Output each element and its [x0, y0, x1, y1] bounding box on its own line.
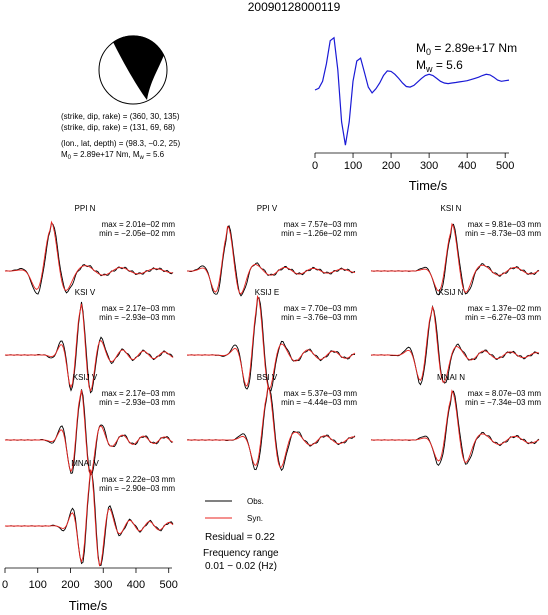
trace-min-label: min = −4.44e−03 mm: [281, 398, 357, 407]
trace-max-label: max = 2.01e−02 mm: [102, 220, 176, 229]
trace-max-label: max = 8.07e−03 mm: [468, 389, 542, 398]
bottom-x-tick-label: 300: [94, 579, 112, 591]
trace-min-label: min = −3.76e−03 mm: [281, 313, 357, 322]
station-label: BSI V: [257, 373, 278, 382]
station-label: KSI V: [75, 288, 96, 297]
trace-max-label: max = 7.57e−03 mm: [284, 220, 358, 229]
bottom-x-tick-label: 0: [2, 579, 8, 591]
legend: Obs. Syn. Residual = 0.22 Frequency rang…: [203, 497, 279, 572]
trace-min-label: min = −7.34e−03 mm: [465, 398, 541, 407]
synthetic-trace: [5, 303, 174, 393]
synthetic-trace: [371, 306, 540, 383]
event-location: (lon., lat, depth) = (98.3, −0.2, 25): [61, 139, 181, 148]
trace-min-label: min = −2.93e−03 mm: [99, 398, 175, 407]
station-label: MNAI V: [71, 459, 99, 468]
waveform-time-axis: Time/s 0 100 200 300 400 500: [2, 567, 178, 613]
frequency-range-title: Frequency range: [203, 548, 279, 559]
trace-min-label: min = −1.26e−02 mm: [281, 229, 357, 238]
station-label: KSI N: [441, 204, 462, 213]
bottom-x-tick-label: 400: [127, 579, 145, 591]
source-time-function-chart: 0 100 200 300 400 500 Time/s M0 = 2.89e+17 Nm…: [312, 36, 517, 193]
event-moment: M0 = 2.89e+17 Nm, Mw = 5.6: [61, 150, 165, 161]
synthetic-trace: [187, 294, 356, 391]
synthetic-trace: [371, 222, 540, 293]
synthetic-trace: [371, 389, 540, 464]
stf-xlabel: Time/s: [409, 178, 448, 193]
trace-max-label: max = 5.37e−03 mm: [284, 389, 358, 398]
trace-max-label: max = 2.17e−03 mm: [102, 304, 176, 313]
beachball-icon: [98, 35, 168, 105]
synthetic-trace: [5, 220, 174, 291]
bottom-xlabel: Time/s: [69, 598, 108, 613]
stf-x-tick-label: 100: [344, 160, 362, 172]
synthetic-trace: [187, 225, 356, 295]
station-label: PPI V: [257, 204, 278, 213]
station-label: MNAI N: [437, 373, 465, 382]
trace-min-label: min = −2.93e−03 mm: [99, 313, 175, 322]
trace-min-label: min = −6.27e−03 mm: [465, 313, 541, 322]
trace-min-label: min = −8.73e−03 mm: [465, 229, 541, 238]
trace-max-label: max = 7.70e−03 mm: [284, 304, 358, 313]
station-label: KSIJ E: [255, 288, 279, 297]
synthetic-trace: [5, 389, 174, 477]
synthetic-trace: [5, 469, 174, 567]
observed-trace: [186, 224, 356, 297]
bottom-x-tick-label: 200: [61, 579, 79, 591]
stf-magnitude-label: Mw = 5.6: [416, 58, 463, 74]
fault-plane-2: (strike, dip, rake) = (131, 69, 68): [61, 123, 175, 132]
stf-x-tick-label: 0: [312, 160, 318, 172]
frequency-range-value: 0.01 − 0.02 (Hz): [205, 561, 277, 572]
stf-x-tick-label: 500: [496, 160, 514, 172]
bottom-x-tick-label: 500: [160, 579, 178, 591]
stf-x-tick-label: 200: [382, 160, 400, 172]
station-label: PPI N: [75, 204, 96, 213]
trace-min-label: min = −2.05e−02 mm: [99, 229, 175, 238]
stf-series-line: [314, 36, 510, 146]
stf-x-ticks: 0 100 200 300 400 500: [312, 153, 514, 172]
fault-plane-1: (strike, dip, rake) = (360, 30, 135): [61, 112, 180, 121]
stf-x-tick-label: 400: [458, 160, 476, 172]
trace-min-label: min = −2.90e−03 mm: [99, 484, 175, 493]
stf-moment-label: M0 = 2.89e+17 Nm: [416, 41, 517, 57]
station-label: KSIJ V: [73, 373, 98, 382]
synthetic-trace: [187, 384, 356, 468]
trace-max-label: max = 2.22e−03 mm: [102, 475, 176, 484]
trace-max-label: max = 1.37e−02 mm: [468, 304, 542, 313]
mechanism-info: (strike, dip, rake) = (360, 30, 135) (st…: [61, 112, 181, 161]
residual-value: Residual = 0.22: [205, 532, 275, 543]
legend-obs-label: Obs.: [247, 497, 264, 506]
bottom-x-tick-label: 100: [29, 579, 47, 591]
figure-title: 20090128000119: [248, 0, 341, 14]
stf-x-tick-label: 300: [420, 160, 438, 172]
station-label: KSIJ N: [439, 288, 464, 297]
trace-max-label: max = 9.81e−03 mm: [468, 220, 542, 229]
legend-syn-label: Syn.: [247, 514, 263, 523]
trace-max-label: max = 2.17e−03 mm: [102, 389, 176, 398]
